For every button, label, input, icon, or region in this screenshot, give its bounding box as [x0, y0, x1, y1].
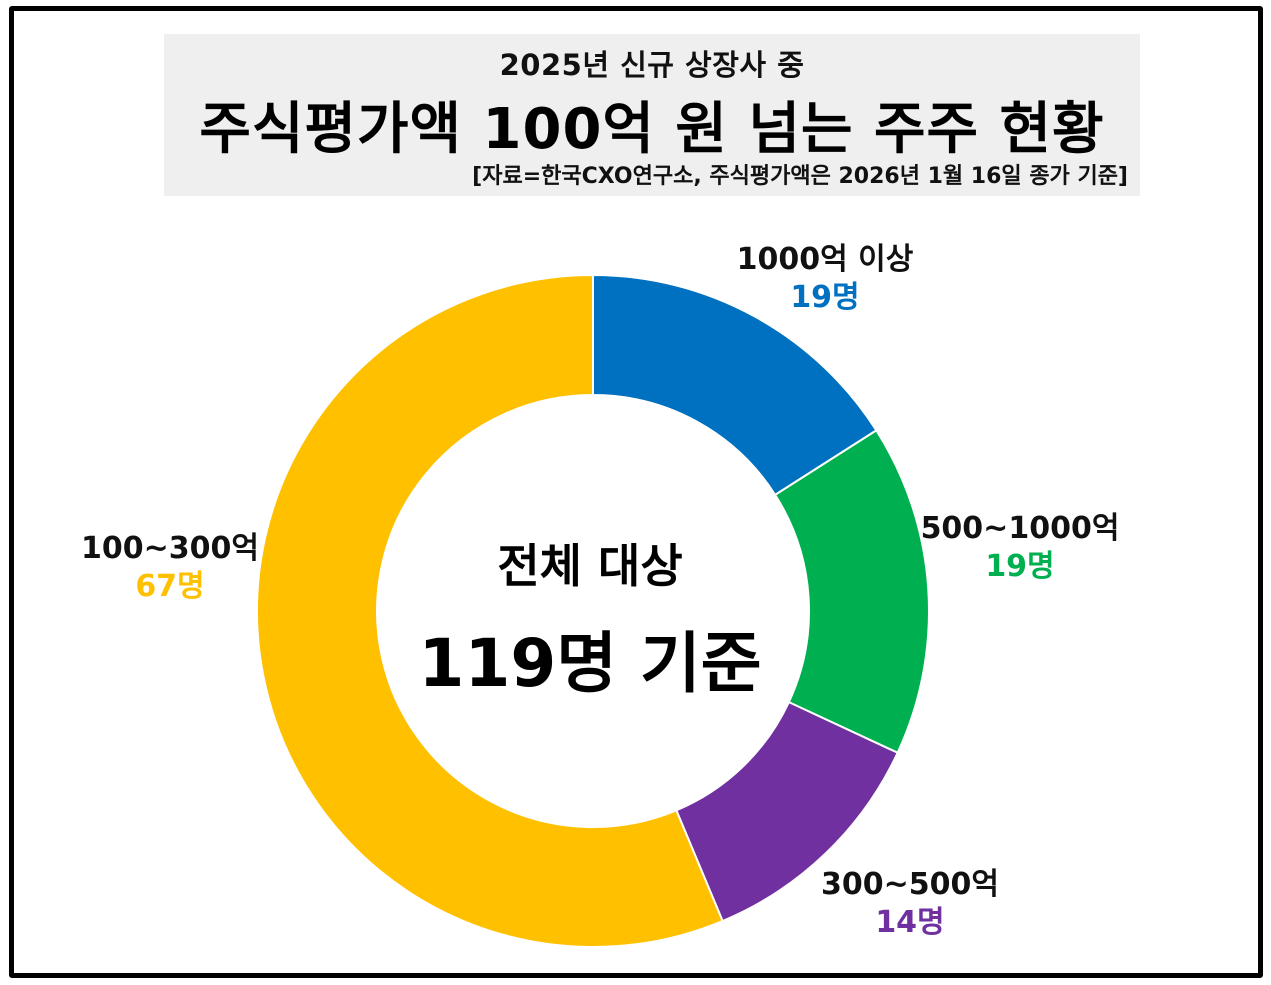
donut-slice-1 — [592, 273, 878, 497]
donut-center-label: 전체 대상 119명 기준 — [380, 530, 800, 706]
label-300-500-value: 14명 — [875, 904, 945, 940]
center-line-1: 전체 대상 — [497, 539, 683, 593]
chart-header: 2025년 신규 상장사 중 주식평가액 100억 원 넘는 주주 현황 [자료… — [164, 34, 1140, 196]
label-1000-plus-name: 1000억 이상 — [736, 242, 914, 277]
label-100-300-name: 100~300억 — [81, 531, 259, 566]
label-300-500-name: 300~500억 — [821, 867, 999, 902]
label-300-500: 300~500억 14명 — [800, 866, 1020, 941]
center-line-2: 119명 기준 — [418, 625, 762, 702]
label-1000-plus: 1000억 이상 19명 — [700, 241, 950, 316]
label-500-1000: 500~1000억 19명 — [900, 510, 1140, 585]
label-100-300-value: 67명 — [135, 568, 205, 604]
label-500-1000-name: 500~1000억 — [920, 511, 1120, 546]
label-500-1000-value: 19명 — [985, 548, 1055, 584]
donut-slice-2 — [773, 428, 930, 755]
chart-source: [자료=한국CXO연구소, 주식평가액은 2026년 1월 16일 종가 기준] — [472, 164, 1128, 189]
chart-title: 주식평가액 100억 원 넘는 주주 현황 — [199, 97, 1105, 162]
label-100-300: 100~300억 67명 — [60, 530, 280, 605]
label-1000-plus-value: 19명 — [790, 279, 860, 315]
chart-subtitle: 2025년 신규 상장사 중 — [499, 48, 805, 82]
donut-slice-4 — [256, 273, 724, 948]
